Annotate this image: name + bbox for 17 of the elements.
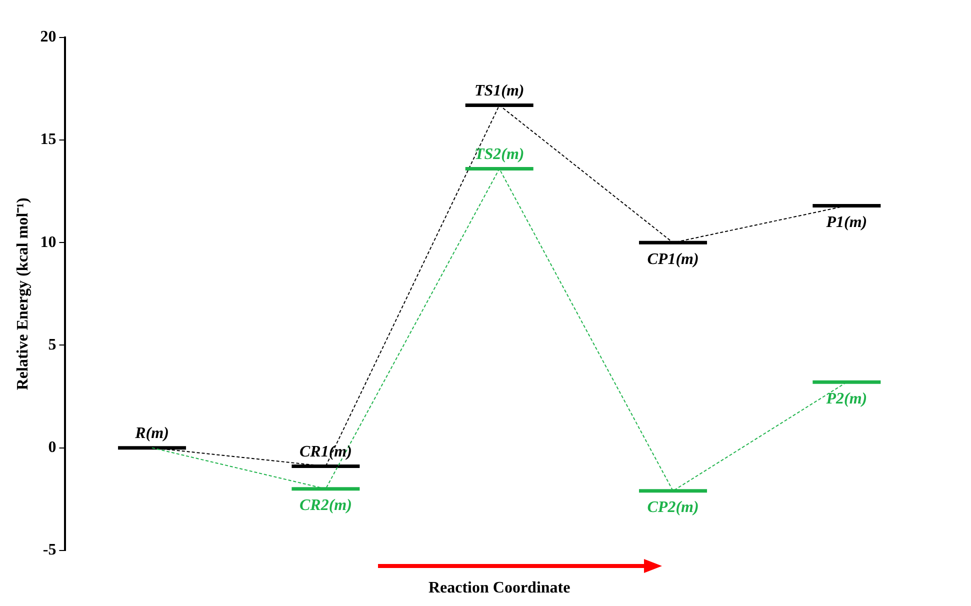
data-label: TS2(m) [474,146,524,163]
data-label: TS1(m) [474,82,524,100]
y-tick-label: -5 [42,542,56,559]
data-label: CR2(m) [299,496,352,514]
y-tick-label: 5 [48,336,56,354]
data-label: P1(m) [825,214,868,231]
y-tick-label: 10 [40,234,56,251]
y-axis-title: Relative Energy (kcal mol⁻¹) [14,198,32,390]
y-tick-label: 0 [48,438,56,456]
data-label: CP1(m) [647,250,699,268]
data-label: CP2(m) [647,499,699,516]
data-label: CR1(m) [299,443,352,460]
x-axis-title: Reaction Coordinate [428,580,570,597]
y-tick-label: 15 [40,131,56,148]
data-label: R(m) [134,424,169,442]
data-label: P2(m) [825,390,868,408]
y-tick-label: 20 [40,28,56,46]
